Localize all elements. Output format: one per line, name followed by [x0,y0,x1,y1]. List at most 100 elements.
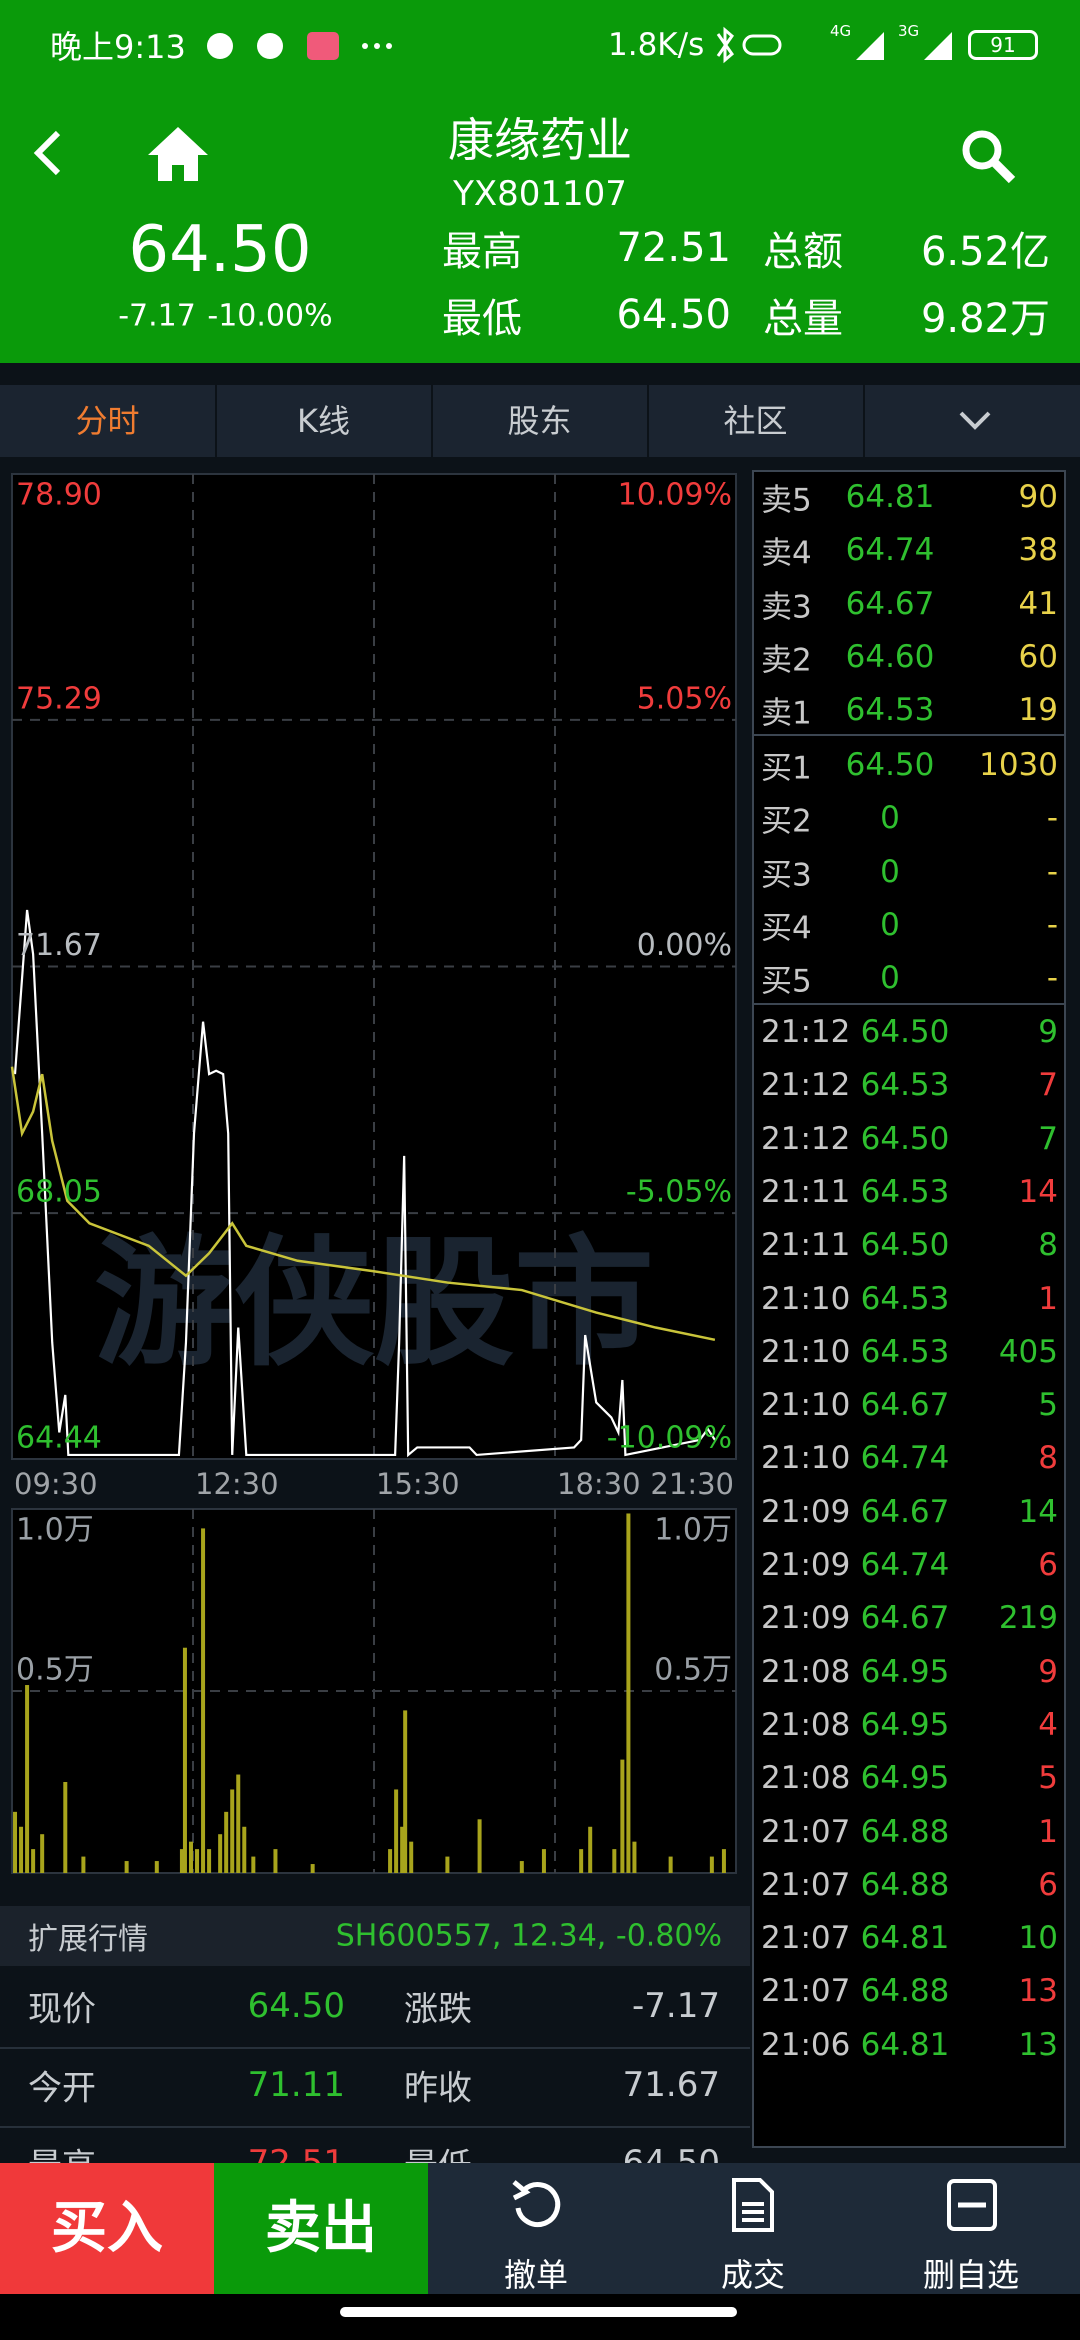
divider [0,2126,750,2128]
trade-price: 64.50 [860,1227,950,1264]
remove-icon[interactable] [946,2178,998,2232]
trade-time: 21:09 [761,1493,851,1530]
volume-bar [19,1826,24,1873]
quote-label: 现价 [28,1989,96,2030]
trade-volume: 6 [1038,1547,1058,1583]
trade-volume: 9 [1038,1014,1058,1050]
stat-value: 9.82万 [920,296,1050,342]
trade-volume: 8 [1038,1440,1058,1477]
home-indicator[interactable] [340,2307,737,2317]
extended-bar [0,1906,750,1966]
trade-volume: 405 [998,1333,1058,1370]
quote-label: 昨收 [404,2068,472,2109]
status-net1: 4G [830,22,852,40]
header-bg [0,0,1080,363]
trade-time: 21:07 [761,1813,851,1850]
price-line [10,1066,716,1342]
trade-time: 21:10 [761,1387,851,1424]
trade-price: 64.88 [860,1813,950,1850]
trade-time: 21:08 [761,1706,851,1743]
trade-price: 64.53 [860,1280,950,1317]
book-volume: 90 [1018,479,1058,515]
volume-bar [445,1856,450,1873]
volume-bar [230,1789,235,1873]
cancel-icon[interactable] [510,2178,564,2234]
trade-volume: 7 [1038,1120,1058,1157]
x-tick-label: 09:30 [14,1467,98,1501]
trade-time: 21:07 [761,1920,851,1957]
y-tick-label: 0.5万 [16,1653,94,1688]
quote-value: -7.17 [632,1986,720,2026]
book-label: 买3 [761,857,812,894]
book-label: 买1 [761,750,812,787]
x-tick-label: 18:30 [557,1467,641,1501]
volume-bar [400,1826,405,1873]
trade-price: 64.67 [860,1387,950,1424]
trade-volume: 6 [1038,1866,1058,1903]
trade-time: 21:12 [761,1014,851,1050]
trade-volume: 13 [1018,1973,1058,2010]
trade-time: 21:08 [761,1760,851,1797]
stock-code: YX801107 [453,174,627,214]
volume-bar [201,1528,206,1873]
book-label: 卖3 [761,589,812,626]
trade-time: 21:07 [761,1866,851,1903]
extended-label: 扩展行情 [28,1922,148,1957]
stock-title: 康缘药业 [448,113,632,167]
trade-time: 21:10 [761,1333,851,1370]
deal-icon[interactable] [730,2176,776,2234]
volume-bar [477,1819,482,1873]
divider [752,734,1066,736]
book-label: 买5 [761,963,812,1000]
trade-time: 21:09 [761,1547,851,1583]
trade-volume: 1 [1038,1280,1058,1317]
y2-tick-label: 0.00% [637,928,732,963]
home-button[interactable] [146,125,210,183]
y2-tick-label: -10.09% [607,1421,732,1456]
volume-bar [179,1849,184,1873]
volume-bar [541,1849,546,1873]
trade-volume: 7 [1038,1067,1058,1104]
volume-bar [13,1811,18,1873]
remove-label[interactable]: 删自选 [922,2256,1019,2294]
volume-bar [236,1774,241,1873]
stat-label: 总量 [763,296,843,342]
book-label: 卖5 [761,482,812,519]
trade-price: 64.74 [860,1547,950,1583]
back-button[interactable] [28,128,68,178]
quote-label: 今开 [28,2068,96,2109]
tab[interactable]: 股东 [432,385,649,457]
volume-bar [579,1849,584,1873]
y2-tick-label: 5.05% [637,682,732,717]
volume-bar [124,1861,129,1873]
tab[interactable]: 社区 [648,385,865,457]
nav-bar [0,2294,1080,2340]
trade-price: 64.81 [860,1920,950,1957]
cancel-label[interactable]: 撤单 [503,2256,568,2294]
quote-value: 71.11 [247,2065,345,2105]
x-tick-label: 21:30 [650,1467,734,1501]
extended-value: SH600557, 12.34, -0.80% [335,1918,722,1954]
trade-time: 21:08 [761,1653,851,1690]
order-book [752,470,1066,2148]
deal-label[interactable]: 成交 [720,2256,785,2294]
search-button[interactable] [960,128,1016,184]
volume-bar [626,1513,631,1873]
y-tick-label: 64.44 [16,1421,102,1456]
sell-button[interactable]: 卖出 [214,2163,428,2294]
buy-button[interactable]: 买入 [0,2163,214,2294]
volume-bar [632,1841,637,1873]
volume-bar [63,1782,68,1873]
trade-price: 64.95 [860,1653,950,1690]
volume-bar [409,1841,414,1873]
tab[interactable]: 分时 [0,385,217,457]
tab-more[interactable] [955,405,995,435]
volume-bar [620,1759,625,1873]
tab[interactable]: K线 [216,385,433,457]
status-speed: 1.8K/s [608,27,705,63]
y-tick-label: 78.90 [16,478,102,513]
volume-bar [251,1856,256,1873]
trade-time: 21:06 [761,2026,851,2063]
volume-bar [154,1861,159,1873]
